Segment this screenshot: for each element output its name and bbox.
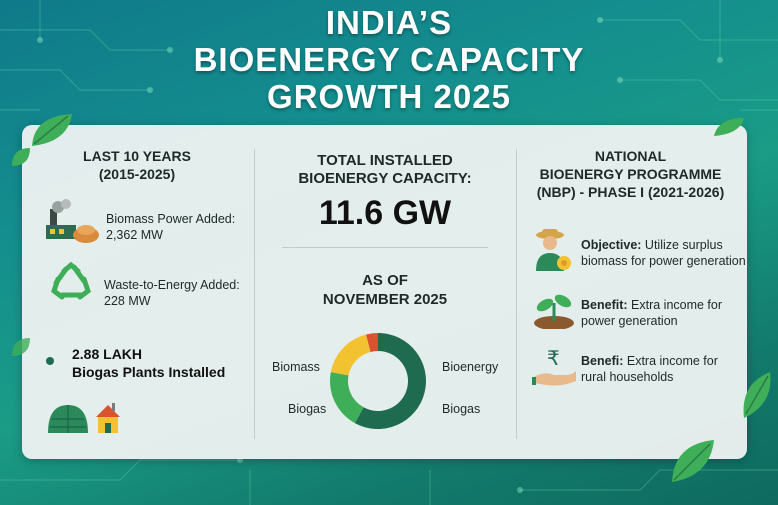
benefit-rural-text-2: rural households: [581, 370, 674, 384]
center-heading: TOTAL INSTALLED BIOENERGY CAPACITY:: [270, 152, 500, 188]
svg-text:₹: ₹: [547, 347, 560, 370]
benefit-power-key: Benefit:: [581, 298, 628, 312]
title-line-2: BIOENERGY CAPACITY: [193, 41, 585, 78]
title-line-1: INDIA’S: [325, 4, 453, 41]
recycle-icon: [51, 261, 91, 300]
leaf-icon: [32, 114, 72, 146]
donut-slice-biogas: [330, 372, 364, 424]
right-heading-line-2: BIOENERGY PROGRAMME: [539, 166, 722, 182]
objective-text-1: Utilize surplus: [644, 238, 723, 252]
leaf-icon: [672, 440, 714, 482]
donut-slice-other: [366, 333, 378, 352]
chart-label-biomass: Biomass: [272, 360, 320, 374]
center-heading-line-1: TOTAL INSTALLED: [317, 152, 453, 169]
objective-text-2: biomass for power generation: [581, 254, 746, 268]
donut-slice-bioenergy: [354, 333, 426, 429]
chart-label-bioenergy: Bioenergy: [442, 360, 499, 374]
as-of-line-2: NOVEMBER 2025: [322, 291, 448, 308]
center-heading-line-2: BIOENERGY CAPACITY:: [298, 170, 472, 187]
benefit-rural-key: Benefi:: [581, 354, 624, 368]
bullet-dot: [46, 357, 54, 365]
benefit-rural-text-1: Extra income for: [626, 354, 718, 368]
biogas-plants: 2.88 LAKH Biogas Plants Installed: [72, 345, 225, 381]
benefit-power-text-2: power generation: [581, 314, 678, 328]
farmer-icon: [536, 229, 571, 271]
rupee-hand-icon: ₹: [532, 347, 576, 386]
benefit-rural-item: Benefi: Extra income for rural household…: [581, 353, 718, 385]
left-heading: LAST 10 YEARS (2015-2025): [52, 147, 222, 183]
biogas-plant-icon: [48, 403, 120, 433]
total-capacity-value: 11.6 GW: [318, 194, 452, 232]
center-divider: [282, 247, 488, 248]
right-heading-line-3: (NBP) - PHASE I (2021-2026): [536, 184, 725, 200]
info-card: LAST 10 YEARS (2015-2025) Biomass Power …: [22, 125, 747, 459]
chart-label-biogas-right: Biogas: [442, 402, 481, 416]
as-of-line-1: AS OF: [362, 272, 408, 289]
column-divider: [254, 149, 255, 439]
page-title: INDIA’S BIOENERGY CAPACITY GROWTH 2025: [0, 4, 778, 115]
left-heading-line-2: (2015-2025): [98, 166, 176, 182]
waste-added-value: 228 MW: [104, 294, 151, 308]
benefit-power-text-1: Extra income for: [631, 298, 723, 312]
right-heading: NATIONAL BIOENERGY PROGRAMME (NBP) - PHA…: [518, 147, 743, 201]
leaf-icon: [743, 372, 771, 418]
leaf-icon: [12, 148, 30, 166]
donut-slice-biomass: [330, 334, 371, 376]
benefit-power-item: Benefit: Extra income for power generati…: [581, 297, 722, 329]
biogas-plants-value: 2.88 LAKH: [72, 346, 143, 362]
biomass-added: Biomass Power Added: 2,362 MW: [106, 211, 235, 243]
right-heading-line-1: NATIONAL: [594, 148, 667, 164]
title-line-3: GROWTH 2025: [267, 78, 511, 115]
waste-added-label: Waste-to-Energy Added:: [104, 278, 240, 292]
left-heading-line-1: LAST 10 YEARS: [83, 148, 191, 164]
biogas-plants-label: Biogas Plants Installed: [72, 364, 226, 380]
objective-key: Objective:: [581, 238, 642, 252]
column-divider: [516, 149, 517, 439]
biomass-added-label: Biomass Power Added:: [106, 212, 236, 226]
biomass-plant-icon: [46, 199, 99, 243]
biomass-added-value: 2,362 MW: [106, 228, 163, 242]
waste-to-energy-added: Waste-to-Energy Added: 228 MW: [104, 277, 240, 309]
leaf-icon: [12, 338, 30, 356]
as-of-date: AS OF NOVEMBER 2025: [270, 271, 500, 309]
leaf-icon: [714, 118, 744, 136]
sprout-icon: [534, 294, 574, 329]
capacity-donut-chart: [330, 333, 426, 429]
objective-item: Objective: Utilize surplus biomass for p…: [581, 237, 746, 269]
chart-label-biogas-left: Biogas: [288, 402, 327, 416]
